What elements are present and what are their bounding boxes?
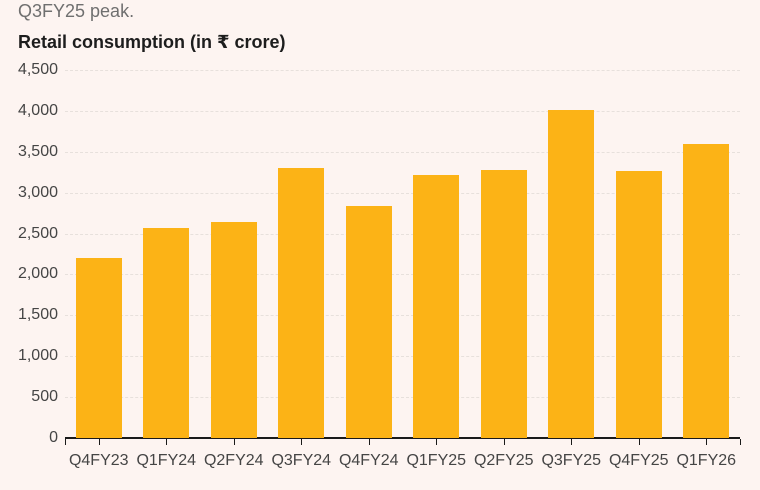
x-axis-label-Q2FY24: Q2FY24 [203, 452, 264, 469]
x-axis-tick-Q4FY24 [368, 439, 370, 445]
gridline-3500 [65, 151, 740, 153]
x-axis-label-Q1FY24: Q1FY24 [136, 452, 197, 469]
x-axis-tick-Q3FY25 [571, 439, 573, 445]
axis-edge-tick-right [740, 439, 741, 445]
chart-subtitle: Q3FY25 peak. [18, 1, 135, 21]
y-axis-label-2000: 2,000 [17, 265, 58, 283]
y-axis-label-2500: 2,500 [17, 224, 58, 242]
gridline-4500 [65, 70, 740, 71]
x-axis-label-Q3FY25: Q3FY25 [541, 452, 602, 469]
gridline-2000 [65, 274, 740, 276]
x-axis-tick-Q4FY25 [638, 439, 640, 445]
y-axis-label-3500: 3,500 [17, 142, 58, 160]
x-axis-label-Q2FY25: Q2FY25 [473, 452, 534, 469]
plot-area [65, 70, 740, 439]
x-axis-label-Q1FY25: Q1FY25 [406, 452, 467, 469]
x-axis-tick-Q4FY23 [98, 439, 100, 445]
x-axis-label-Q1FY26: Q1FY26 [676, 452, 737, 469]
bar-Q2FY25 [480, 169, 527, 438]
chart-title: Retail consumption (in ₹ crore) [18, 32, 286, 52]
gridline-1000 [65, 356, 740, 358]
bar-Q1FY26 [683, 143, 730, 438]
bar-Q1FY24 [143, 227, 190, 438]
bar-Q4FY23 [75, 258, 122, 438]
x-axis-tick-Q2FY25 [503, 439, 505, 445]
axis-edge-tick-left [65, 439, 66, 445]
bar-Q2FY24 [210, 222, 257, 438]
x-axis-tick-Q1FY26 [706, 439, 708, 445]
gridline-4000 [65, 110, 740, 112]
y-axis-label-4500: 4,500 [17, 61, 58, 78]
bar-Q4FY24 [345, 205, 392, 438]
gridline-2500 [65, 233, 740, 235]
x-axis-label-Q4FY24: Q4FY24 [338, 452, 399, 469]
bar-Q3FY25 [548, 110, 595, 438]
gridline-1500 [65, 315, 740, 317]
x-axis-label-Q4FY25: Q4FY25 [608, 452, 669, 469]
gridline-3000 [65, 192, 740, 194]
y-axis-label-3000: 3,000 [17, 183, 58, 201]
y-axis-label-4000: 4,000 [17, 101, 58, 119]
x-axis-tick-Q1FY25 [436, 439, 438, 445]
y-axis-label-1500: 1,500 [17, 306, 58, 324]
bar-Q3FY24 [278, 168, 325, 438]
gridline-500 [65, 397, 740, 399]
bar-Q4FY25 [615, 171, 662, 438]
x-axis-label-Q3FY24: Q3FY24 [271, 452, 332, 469]
y-axis-label-500: 500 [31, 388, 58, 406]
y-axis-label-1000: 1,000 [17, 347, 58, 365]
x-axis-tick-Q1FY24 [166, 439, 168, 445]
x-axis-label-Q4FY23: Q4FY23 [68, 452, 129, 469]
x-axis-tick-Q2FY24 [233, 439, 235, 445]
y-axis-label-0: 0 [49, 429, 58, 446]
x-axis-line [65, 437, 740, 439]
bar-Q1FY25 [413, 174, 460, 438]
x-axis-tick-Q3FY24 [301, 439, 303, 445]
